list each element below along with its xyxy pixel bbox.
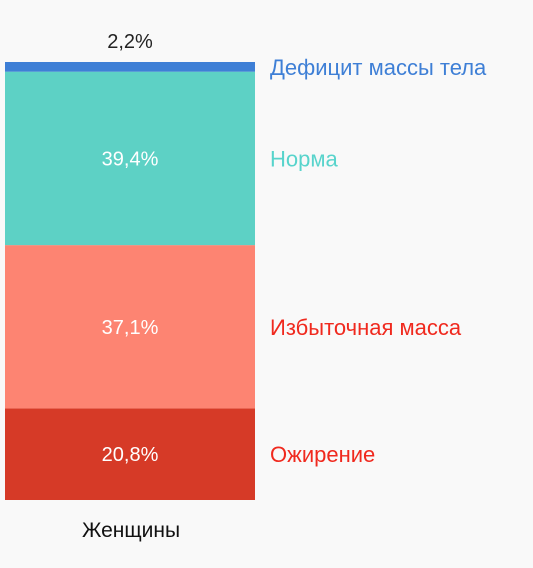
legend-entry-0: Ожирение (270, 442, 375, 467)
data-label-3: 2,2% (107, 31, 153, 53)
bar-segment-0 (5, 408, 255, 500)
data-label-2: 39,4% (102, 148, 159, 170)
legend-entry-3: Дефицит массы тела (270, 55, 487, 80)
category-label: Женщины (82, 519, 180, 542)
segment-labels: 20,8% 37,1% 39,4% 2,2% (102, 31, 159, 466)
bar-segment-3 (5, 62, 255, 72)
bar-segments (5, 62, 255, 500)
bar-segment-2 (5, 71, 255, 246)
data-label-0: 20,8% (102, 444, 159, 466)
legend: Ожирение Избыточная масса Норма Дефицит мас… (270, 55, 487, 467)
legend-entry-2: Норма (270, 146, 338, 171)
data-label-1: 37,1% (102, 317, 159, 339)
legend-entry-1: Избыточная масса (270, 315, 462, 340)
bar-segment-1 (5, 245, 255, 409)
